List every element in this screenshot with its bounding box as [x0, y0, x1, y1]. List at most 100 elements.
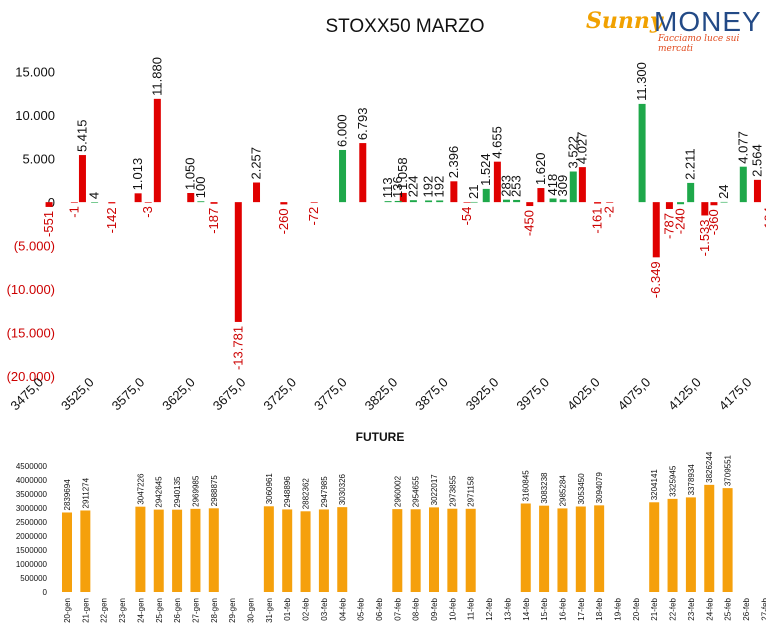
green-bar: [687, 182, 695, 203]
bar-value-label: 2942645: [155, 476, 164, 508]
y-tick-label: 10.000: [15, 108, 55, 123]
future-bar: [153, 509, 164, 592]
bar-value-label: -787: [661, 213, 676, 239]
bar-value-label: -72: [306, 207, 321, 226]
x-tick-label: 26-gen: [173, 598, 182, 623]
x-tick-label: 04-feb: [338, 597, 347, 620]
x-tick-label: 14-feb: [522, 597, 531, 620]
red-bar: [253, 182, 261, 203]
bar-value-label: 11.880: [149, 57, 164, 96]
future-bar: [557, 508, 568, 592]
future-bar: [337, 507, 348, 592]
x-tick-label: 23-gen: [118, 598, 127, 623]
red-bar: [134, 193, 142, 203]
future-bar: [722, 488, 733, 592]
x-tick-label: 3525,0: [58, 375, 97, 414]
x-tick-label: 20-feb: [632, 597, 641, 620]
green-bar: [677, 202, 685, 205]
bar-value-label: 2948896: [283, 476, 292, 508]
x-tick-label: 10-feb: [448, 597, 457, 620]
green-bar: [425, 200, 433, 203]
bar-value-label: 2985284: [558, 475, 567, 507]
x-tick-label: 07-feb: [393, 597, 402, 620]
brand-logo: Sunny MONEY Facciamo luce sui mercati: [584, 6, 761, 54]
x-tick-label: 3875,0: [412, 375, 451, 414]
x-tick-label: 13-feb: [503, 597, 512, 620]
future-bar: [282, 509, 293, 592]
future-bar: [208, 508, 219, 592]
bar-value-label: -3: [140, 206, 155, 218]
bar-value-label: 1.058: [395, 157, 410, 190]
x-tick-label: 3725,0: [260, 375, 299, 414]
x-tick-label: 25-gen: [155, 598, 164, 623]
red-bar: [108, 202, 116, 204]
bar-value-label: 2960002: [393, 475, 402, 507]
x-tick-label: 22-gen: [100, 598, 109, 623]
bar-value-label: 2911274: [81, 477, 90, 508]
red-bar: [578, 167, 586, 203]
bar-value-label: 3053450: [577, 473, 586, 505]
bar-value-label: 21: [466, 184, 481, 198]
red-bar: [359, 143, 367, 203]
bar-value-label: 283: [498, 175, 513, 197]
bar-value-label: 4.655: [489, 126, 504, 159]
red-bar: [45, 202, 53, 207]
bar-value-label: 3060961: [265, 473, 274, 505]
future-bar: [190, 508, 201, 592]
green-bar: [482, 188, 490, 203]
red-bar: [526, 202, 534, 207]
future-bar: [539, 505, 550, 592]
bar-value-label: 3030326: [338, 473, 347, 505]
red-bar: [537, 188, 545, 203]
bar-value-label: 2947985: [320, 476, 329, 508]
x-tick-label: 4175,0: [716, 375, 755, 414]
x-tick-label: 15-feb: [540, 597, 549, 620]
x-tick-label: 3575,0: [109, 375, 148, 414]
red-bar: [652, 202, 660, 258]
red-bar: [280, 202, 288, 205]
bar-value-label: 4.027: [574, 132, 589, 165]
bar-value-label: 224: [405, 175, 420, 197]
bar-value-label: -240: [673, 208, 688, 234]
bar-value-label: -360: [706, 209, 721, 235]
x-tick-label: 11-feb: [467, 597, 476, 620]
red-bar: [463, 202, 471, 203]
future-bar: [704, 484, 715, 592]
future-bar: [429, 507, 439, 592]
y-tick-label: 1500000: [16, 546, 48, 555]
bar-value-label: 24: [716, 184, 731, 198]
y-tick-label: 4500000: [16, 462, 48, 471]
bar-value-label: 3325945: [669, 465, 678, 497]
x-tick-label: 05-feb: [357, 597, 366, 620]
future-bar: [263, 506, 274, 592]
bar-value-label: 4.077: [735, 131, 750, 164]
x-tick-label: 03-feb: [320, 597, 329, 620]
bar-value-label: 3709551: [724, 454, 733, 486]
bar-value-label: 3083238: [540, 472, 549, 504]
bar-value-label: -1.533: [697, 219, 712, 256]
green-bar: [569, 171, 577, 203]
logo-sunny-text: Sunny: [586, 8, 663, 34]
x-tick-label: 27-gen: [191, 598, 200, 623]
future-bar: [392, 509, 403, 592]
y-tick-label: 5.000: [22, 152, 55, 167]
x-tick-label: 25-feb: [724, 597, 733, 620]
future-bar: [685, 497, 696, 592]
green-bar: [549, 198, 557, 203]
x-tick-label: 16-feb: [558, 597, 567, 620]
green-bar: [559, 199, 567, 203]
y-tick-label: 3500000: [16, 490, 48, 499]
bar-value-label: 3022017: [430, 474, 439, 506]
y-tick-label: 15.000: [15, 65, 55, 80]
bar-value-label: 253: [509, 175, 524, 197]
x-tick-label: 30-gen: [247, 598, 256, 623]
red-bar: [493, 161, 501, 203]
y-tick-label: 1000000: [16, 560, 48, 569]
future-bar: [520, 503, 531, 592]
x-tick-label: 22-feb: [669, 597, 678, 620]
red-bar: [78, 155, 86, 203]
x-tick-label: 06-feb: [375, 597, 384, 620]
red-bar: [399, 192, 407, 203]
red-bar: [153, 98, 161, 203]
red-bar: [187, 193, 195, 203]
